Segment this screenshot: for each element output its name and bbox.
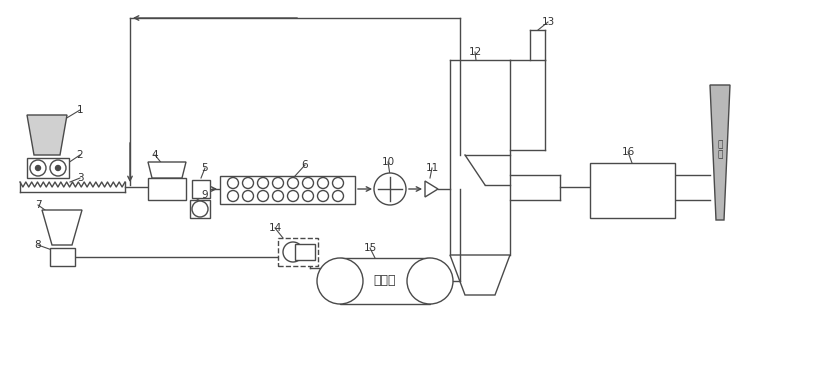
Circle shape xyxy=(30,160,46,176)
Text: 3: 3 xyxy=(77,173,83,183)
Text: 5: 5 xyxy=(202,163,208,173)
Circle shape xyxy=(317,191,329,202)
Polygon shape xyxy=(450,255,510,295)
Text: 12: 12 xyxy=(468,47,482,57)
Bar xyxy=(340,258,430,304)
Circle shape xyxy=(273,178,283,188)
Bar xyxy=(295,244,315,260)
Circle shape xyxy=(227,178,239,188)
Circle shape xyxy=(50,160,66,176)
Circle shape xyxy=(273,191,283,202)
Polygon shape xyxy=(425,181,438,197)
Bar xyxy=(220,176,355,204)
Circle shape xyxy=(227,191,239,202)
Text: 16: 16 xyxy=(621,147,635,157)
Text: 6: 6 xyxy=(302,160,309,170)
Bar xyxy=(590,163,675,218)
Text: 8: 8 xyxy=(35,240,42,250)
Polygon shape xyxy=(148,162,186,178)
Circle shape xyxy=(303,191,313,202)
Polygon shape xyxy=(710,85,730,220)
Circle shape xyxy=(317,258,363,304)
Circle shape xyxy=(283,242,303,262)
Circle shape xyxy=(257,191,269,202)
Text: 13: 13 xyxy=(541,17,554,27)
Polygon shape xyxy=(27,115,67,155)
Circle shape xyxy=(36,165,41,171)
Text: 11: 11 xyxy=(426,163,439,173)
Text: 7: 7 xyxy=(35,200,42,210)
Circle shape xyxy=(332,178,344,188)
Text: 4: 4 xyxy=(151,150,158,160)
Circle shape xyxy=(374,173,406,205)
Circle shape xyxy=(55,165,60,171)
Bar xyxy=(148,178,186,200)
Circle shape xyxy=(257,178,269,188)
Circle shape xyxy=(317,178,329,188)
Text: 10: 10 xyxy=(382,157,395,167)
Bar xyxy=(278,238,318,266)
Circle shape xyxy=(287,191,299,202)
Bar xyxy=(50,248,75,266)
Text: 磨煤机: 磨煤机 xyxy=(374,275,396,287)
Text: 1: 1 xyxy=(77,105,83,115)
Circle shape xyxy=(287,178,299,188)
Text: 烟
囱: 烟 囱 xyxy=(717,140,723,160)
Bar xyxy=(190,200,210,218)
Bar xyxy=(192,180,210,198)
Polygon shape xyxy=(42,210,82,245)
Text: 9: 9 xyxy=(202,190,208,200)
Circle shape xyxy=(303,178,313,188)
Circle shape xyxy=(243,191,253,202)
Text: 2: 2 xyxy=(77,150,83,160)
Circle shape xyxy=(407,258,453,304)
Circle shape xyxy=(332,191,344,202)
Text: 15: 15 xyxy=(363,243,377,253)
Bar xyxy=(27,158,69,178)
Circle shape xyxy=(243,178,253,188)
Circle shape xyxy=(192,201,208,217)
Text: 14: 14 xyxy=(269,223,282,233)
